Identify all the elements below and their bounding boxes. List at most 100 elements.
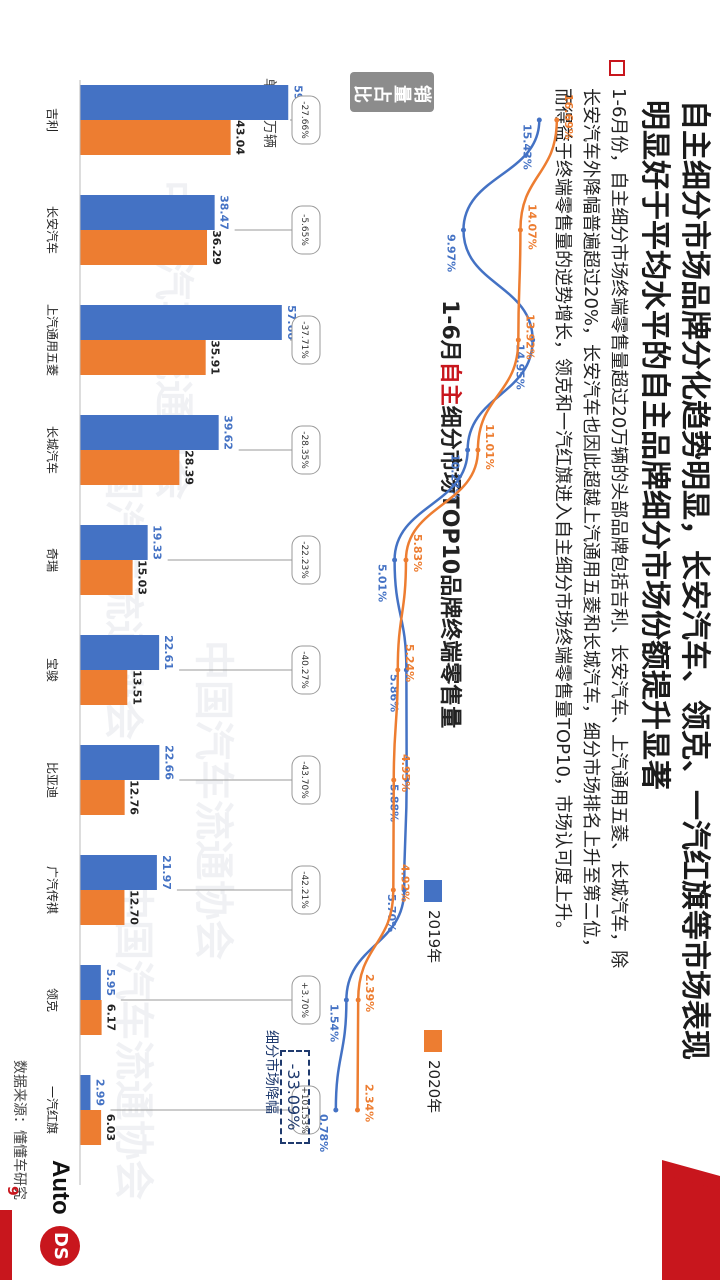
bar-2020 bbox=[80, 230, 208, 265]
share-line-2020年 bbox=[356, 119, 559, 1111]
share-label: 1.54% bbox=[327, 1004, 340, 1042]
brand-logo: Auto DS bbox=[40, 1160, 80, 1270]
bars-layer: 59.5043.04吉利-27.66%38.4736.29长安汽车-5.65%5… bbox=[45, 80, 321, 1185]
segment-change-value: -33.09% bbox=[280, 1050, 310, 1144]
share-line-2019年 bbox=[334, 119, 541, 1111]
bar-2019 bbox=[80, 415, 219, 450]
bar-label-2020: 36.29 bbox=[210, 230, 223, 265]
share-label: 16.69% bbox=[562, 94, 575, 140]
category-label: 领克 bbox=[45, 988, 59, 1012]
change-label: -27.66% bbox=[299, 101, 309, 139]
share-point bbox=[401, 887, 407, 893]
category-label: 上汽通用五菱 bbox=[45, 304, 60, 376]
share-point bbox=[517, 227, 523, 233]
share-label: 4.92% bbox=[398, 864, 411, 902]
logo-text: Auto bbox=[47, 1160, 74, 1215]
bottom-accent-bar bbox=[0, 1210, 12, 1280]
bar-2019 bbox=[79, 195, 215, 230]
share-point bbox=[554, 117, 560, 123]
bar-label-2019: 2.99 bbox=[93, 1079, 106, 1106]
share-label: 2.34% bbox=[363, 1084, 376, 1122]
segment-change-label: 细分市场降幅 bbox=[263, 1030, 279, 1114]
bar-label-2020: 35.91 bbox=[209, 340, 222, 375]
change-label: -22.23% bbox=[299, 541, 309, 579]
change-label: -43.70% bbox=[299, 761, 309, 799]
share-point bbox=[465, 447, 471, 453]
bar-label-2019: 5.95 bbox=[104, 969, 117, 996]
corner-stripe bbox=[662, 1160, 720, 1280]
bar-2019 bbox=[80, 855, 157, 890]
share-point bbox=[403, 667, 409, 673]
bar-label-2020: 15.03 bbox=[136, 560, 149, 595]
share-point bbox=[530, 337, 536, 343]
bar-2020 bbox=[79, 1110, 102, 1145]
share-label: 5.24% bbox=[403, 644, 416, 682]
bar-label-2020: 6.03 bbox=[104, 1114, 117, 1141]
share-label: 13.92% bbox=[523, 314, 536, 360]
category-label: 比亚迪 bbox=[45, 762, 59, 798]
share-label: 0.78% bbox=[317, 1114, 330, 1152]
change-label: +101.53% bbox=[299, 1086, 309, 1134]
bar-2020 bbox=[79, 560, 133, 595]
watermark-text: 中国汽车流通协会 bbox=[110, 880, 156, 1200]
watermark-text: 中国汽车流通协会 bbox=[190, 640, 236, 960]
share-label: 14.07% bbox=[525, 204, 538, 250]
share-label: 9.97% bbox=[444, 234, 457, 272]
share-point bbox=[355, 1107, 360, 1113]
page-number: 9 bbox=[4, 1186, 20, 1196]
category-label: 奇瑞 bbox=[45, 548, 59, 572]
share-point bbox=[536, 117, 542, 123]
change-label: -40.27% bbox=[299, 651, 309, 689]
bar-label-2019: 22.61 bbox=[162, 635, 175, 670]
share-lines-layer: 15.43%9.97%14.95%10.27%5.01%5.86%5.88%5.… bbox=[317, 94, 575, 1152]
bar-2020 bbox=[79, 780, 125, 815]
bar-2019 bbox=[80, 305, 282, 340]
share-label: 10.27% bbox=[449, 454, 462, 500]
bar-2020 bbox=[80, 120, 231, 155]
bar-2020 bbox=[79, 450, 180, 485]
category-label: 一汽红旗 bbox=[45, 1086, 60, 1134]
share-label: 5.01% bbox=[376, 564, 389, 602]
bar-label-2020: 12.70 bbox=[127, 890, 140, 925]
bar-label-2019: 39.62 bbox=[222, 415, 235, 450]
change-label: -42.21% bbox=[299, 871, 309, 909]
category-label: 宝骏 bbox=[45, 658, 59, 682]
bar-2020 bbox=[79, 670, 128, 705]
share-point bbox=[460, 227, 466, 233]
share-point bbox=[333, 1107, 339, 1113]
share-point bbox=[395, 667, 401, 673]
share-label: 2.39% bbox=[363, 974, 376, 1012]
logo-badge: DS bbox=[40, 1226, 80, 1266]
bar-label-2019: 19.33 bbox=[151, 525, 164, 560]
bar-label-2019: 21.97 bbox=[160, 855, 173, 890]
bar-2020 bbox=[80, 890, 125, 925]
bar-label-2020: 6.17 bbox=[105, 1004, 118, 1031]
category-label: 长安汽车 bbox=[45, 206, 60, 254]
bar-2019 bbox=[80, 525, 148, 560]
bar-2019 bbox=[80, 965, 101, 1000]
bar-label-2019: 38.47 bbox=[218, 195, 231, 230]
share-point bbox=[391, 777, 397, 783]
share-point bbox=[392, 557, 398, 563]
bar-2019 bbox=[80, 1075, 91, 1110]
bar-label-2020: 12.76 bbox=[128, 780, 141, 815]
category-label: 吉利 bbox=[45, 108, 59, 132]
bar-2019 bbox=[80, 635, 160, 670]
category-label: 长城汽车 bbox=[45, 426, 60, 474]
bar-2019 bbox=[80, 745, 160, 780]
share-label: 5.83% bbox=[411, 534, 424, 572]
bar-label-2020: 28.39 bbox=[182, 450, 195, 485]
data-source: 数据来源：懂懂车研究 bbox=[11, 1060, 27, 1200]
share-point bbox=[355, 997, 361, 1003]
bar-label-2020: 13.51 bbox=[130, 670, 143, 705]
bar-2019 bbox=[80, 85, 289, 120]
bar-2020 bbox=[79, 1000, 102, 1035]
share-point bbox=[403, 557, 409, 563]
share-point bbox=[343, 997, 349, 1003]
share-point bbox=[475, 447, 481, 453]
share-point bbox=[515, 337, 521, 343]
category-label: 广汽传祺 bbox=[45, 866, 60, 914]
change-label: +3.70% bbox=[299, 982, 309, 1019]
bar-label-2019: 22.66 bbox=[162, 745, 175, 780]
